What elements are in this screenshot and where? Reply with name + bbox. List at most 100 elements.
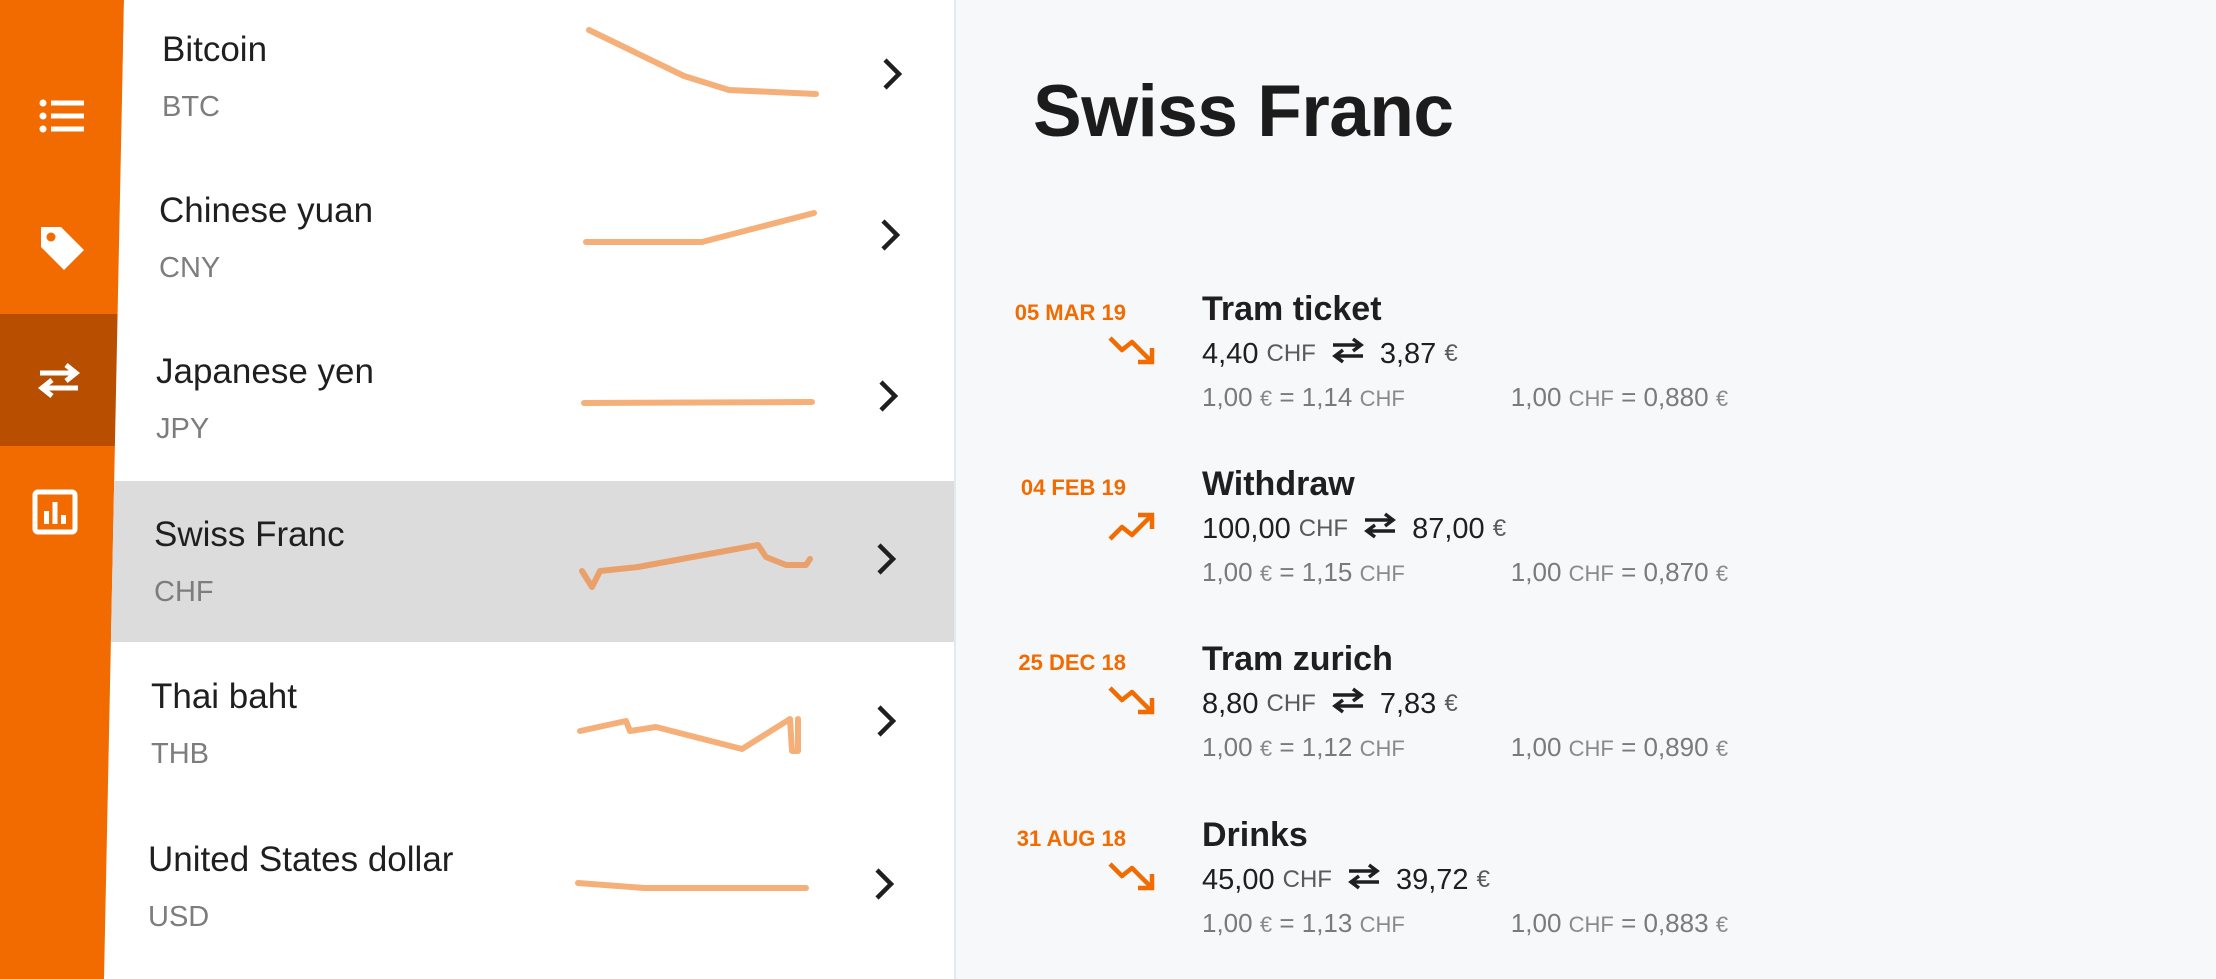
currency-row-jpy[interactable]: Japanese yen JPY bbox=[104, 318, 960, 479]
rate-value: 1,00 bbox=[1510, 732, 1562, 762]
chevron-right-icon bbox=[878, 217, 902, 258]
exchange-rates: 1,00 € = 1,14 CHF 1,00 CHF = 0,880 € bbox=[1202, 382, 1729, 412]
rate-value: 0,890 bbox=[1643, 732, 1709, 762]
converted-value: 39,72 bbox=[1395, 863, 1469, 896]
rate-value: 1,12 bbox=[1301, 732, 1353, 762]
rate-value: 0,880 bbox=[1643, 382, 1709, 412]
transaction-item[interactable]: 05 MAR 19 Tram ticket 4,40 CHF 3,87 € 1,… bbox=[956, 282, 2216, 452]
exchange-rates: 1,00 € = 1,12 CHF 1,00 CHF = 0,890 € bbox=[1202, 732, 1729, 762]
exchange-rates: 1,00 € = 1,15 CHF 1,00 CHF = 0,870 € bbox=[1202, 557, 1729, 587]
nav-dashboard[interactable] bbox=[0, 0, 124, 20]
transaction-name: Tram ticket bbox=[1202, 290, 1382, 328]
rate-unit: CHF bbox=[1359, 386, 1405, 411]
amount-value: 8,80 bbox=[1202, 687, 1259, 720]
sparkline-thb bbox=[577, 716, 801, 754]
transaction-name: Drinks bbox=[1202, 816, 1308, 854]
currency-list: Bitcoin BTC Chinese yuan CNY Japanese ye… bbox=[104, 0, 960, 979]
rate-value: 1,00 bbox=[1202, 382, 1253, 412]
currency-code: USD bbox=[148, 901, 210, 933]
rate-unit: € bbox=[1715, 912, 1729, 937]
trend-down-icon bbox=[1108, 860, 1158, 899]
amount-unit: CHF bbox=[1298, 515, 1349, 542]
currency-code: BTC bbox=[162, 91, 220, 123]
amount-value: 4,40 bbox=[1202, 337, 1259, 370]
nav-tags[interactable] bbox=[0, 182, 124, 314]
sparkline-usd bbox=[575, 880, 809, 891]
transaction-amounts: 45,00 CHF 39,72 € bbox=[1202, 862, 1490, 898]
rate-unit: CHF bbox=[1359, 912, 1405, 937]
chevron-right-icon bbox=[874, 541, 898, 582]
rate-unit: € bbox=[1259, 386, 1273, 411]
amount-unit: CHF bbox=[1266, 340, 1316, 367]
currency-name: Swiss Franc bbox=[154, 515, 345, 554]
rate-value: 1,14 bbox=[1301, 382, 1353, 412]
rate-value: 1,15 bbox=[1301, 557, 1353, 587]
rate-unit: CHF bbox=[1359, 736, 1405, 761]
rate-unit: CHF bbox=[1568, 912, 1614, 937]
currency-name: Chinese yuan bbox=[159, 191, 374, 230]
amount-value: 100,00 bbox=[1202, 512, 1291, 545]
currency-name: Thai baht bbox=[151, 677, 297, 716]
rate-unit: € bbox=[1715, 736, 1729, 761]
exchange-rates: 1,00 € = 1,13 CHF 1,00 CHF = 0,883 € bbox=[1202, 908, 1729, 938]
sparkline-cny bbox=[583, 210, 817, 245]
currency-name: Japanese yen bbox=[156, 352, 374, 391]
transaction-item[interactable]: 04 FEB 19 Withdraw 100,00 CHF 87,00 € 1,… bbox=[956, 457, 2216, 627]
detail-pane: Swiss Franc 05 MAR 19 Tram ticket 4,40 C… bbox=[954, 0, 2216, 979]
chevron-right-icon bbox=[872, 866, 896, 907]
sidebar bbox=[0, 0, 124, 979]
swap-icon bbox=[36, 362, 82, 398]
sparkline-chf bbox=[579, 542, 813, 590]
transaction-date: 25 DEC 18 bbox=[1018, 650, 1126, 675]
tag-icon bbox=[37, 223, 87, 273]
nav-reports[interactable] bbox=[0, 446, 110, 578]
exchange-icon bbox=[1330, 686, 1366, 722]
list-icon bbox=[39, 99, 85, 133]
nav-exchange[interactable] bbox=[0, 314, 118, 446]
currency-row-chf[interactable]: Swiss Franc CHF bbox=[104, 481, 960, 642]
currency-code: THB bbox=[151, 738, 209, 770]
transaction-item[interactable]: 31 AUG 18 Drinks 45,00 CHF 39,72 € 1,00 … bbox=[956, 808, 2216, 978]
rate-value: 1,00 bbox=[1510, 382, 1562, 412]
rate-unit: CHF bbox=[1568, 561, 1614, 586]
converted-unit: € bbox=[1492, 515, 1507, 542]
converted-unit: € bbox=[1444, 690, 1458, 717]
transaction-item[interactable]: 25 DEC 18 Tram zurich 8,80 CHF 7,83 € 1,… bbox=[956, 632, 2216, 802]
exchange-icon bbox=[1330, 336, 1366, 372]
transaction-date: 04 FEB 19 bbox=[1020, 475, 1126, 500]
rate-value: 1,00 bbox=[1202, 732, 1253, 762]
transaction-amounts: 8,80 CHF 7,83 € bbox=[1202, 686, 1458, 722]
rate-unit: € bbox=[1259, 561, 1273, 586]
nav-list[interactable] bbox=[0, 50, 124, 182]
currency-row-cny[interactable]: Chinese yuan CNY bbox=[104, 157, 960, 318]
currency-row-thb[interactable]: Thai baht THB bbox=[104, 643, 960, 804]
sparkline-btc bbox=[586, 27, 819, 97]
converted-value: 7,83 bbox=[1379, 687, 1437, 720]
rate-value: 1,00 bbox=[1510, 908, 1562, 938]
currency-code: JPY bbox=[156, 413, 210, 445]
currency-name: Bitcoin bbox=[162, 30, 268, 69]
transaction-name: Withdraw bbox=[1202, 465, 1355, 503]
trend-up-icon bbox=[1108, 509, 1158, 548]
rate-value: 1,00 bbox=[1202, 908, 1253, 938]
exchange-icon bbox=[1362, 511, 1398, 547]
converted-unit: € bbox=[1444, 340, 1458, 367]
page-title: Swiss Franc bbox=[1033, 71, 1454, 152]
currency-row-btc[interactable]: Bitcoin BTC bbox=[104, 0, 960, 157]
rate-unit: € bbox=[1715, 561, 1729, 586]
transaction-amounts: 100,00 CHF 87,00 € bbox=[1202, 511, 1506, 547]
rate-value: 1,00 bbox=[1202, 557, 1253, 587]
amount-value: 45,00 bbox=[1202, 863, 1275, 896]
exchange-icon bbox=[1346, 862, 1382, 898]
transaction-amounts: 4,40 CHF 3,87 € bbox=[1202, 336, 1458, 372]
currency-code: CNY bbox=[159, 252, 221, 284]
converted-value: 87,00 bbox=[1412, 512, 1485, 545]
rate-unit: € bbox=[1259, 736, 1273, 761]
rate-value: 0,870 bbox=[1643, 557, 1709, 587]
trend-down-icon bbox=[1108, 684, 1158, 723]
trend-down-icon bbox=[1108, 334, 1158, 373]
amount-unit: CHF bbox=[1282, 866, 1332, 893]
rate-value: 1,00 bbox=[1510, 557, 1562, 587]
converted-unit: € bbox=[1476, 866, 1490, 893]
currency-row-usd[interactable]: United States dollar USD bbox=[104, 806, 960, 967]
